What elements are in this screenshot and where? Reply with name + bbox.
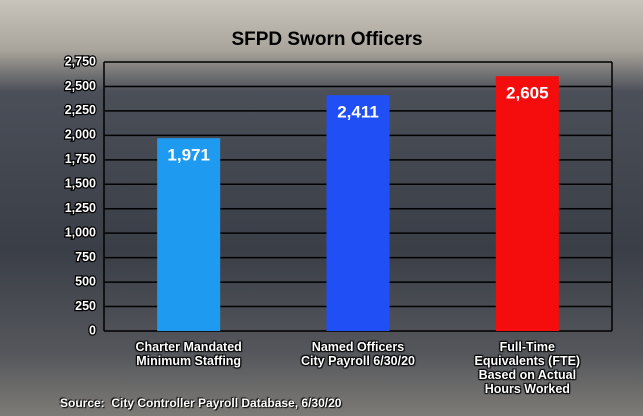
value-label: 2,605 [506, 84, 549, 103]
y-tick-label: 2,500 [65, 79, 96, 93]
y-tick-label: 0 [89, 323, 96, 337]
bar [157, 138, 220, 331]
chart-title: SFPD Sworn Officers [231, 29, 422, 50]
value-label: 1,971 [167, 146, 210, 165]
y-tick-label: 2,250 [65, 103, 96, 117]
x-tick-label: Full-Time Equivalents (FTE) Based on Act… [442, 340, 612, 396]
y-tick-label: 750 [75, 250, 96, 264]
bar [327, 95, 390, 331]
y-tick-label: 250 [75, 299, 96, 313]
x-tick-label: Named Officers City Payroll 6/30/20 [273, 340, 443, 368]
y-tick-label: 1,500 [65, 177, 96, 191]
y-tick-label: 1,000 [65, 225, 96, 239]
value-label: 2,411 [337, 103, 379, 122]
chart-page: SFPD Sworn Officers 0 250 500 750 1,000 1,250… [0, 0, 643, 416]
y-tick-label: 500 [75, 274, 96, 288]
y-tick-label: 2,750 [65, 54, 96, 68]
bar [496, 76, 559, 331]
y-tick-label: 1,250 [65, 201, 96, 215]
x-tick-label: Charter Mandated Minimum Staffing [104, 340, 274, 368]
source-note: Source: City Controller Payroll Database… [60, 396, 341, 410]
y-tick-label: 1,750 [65, 152, 96, 166]
y-tick-label: 2,000 [65, 128, 96, 142]
